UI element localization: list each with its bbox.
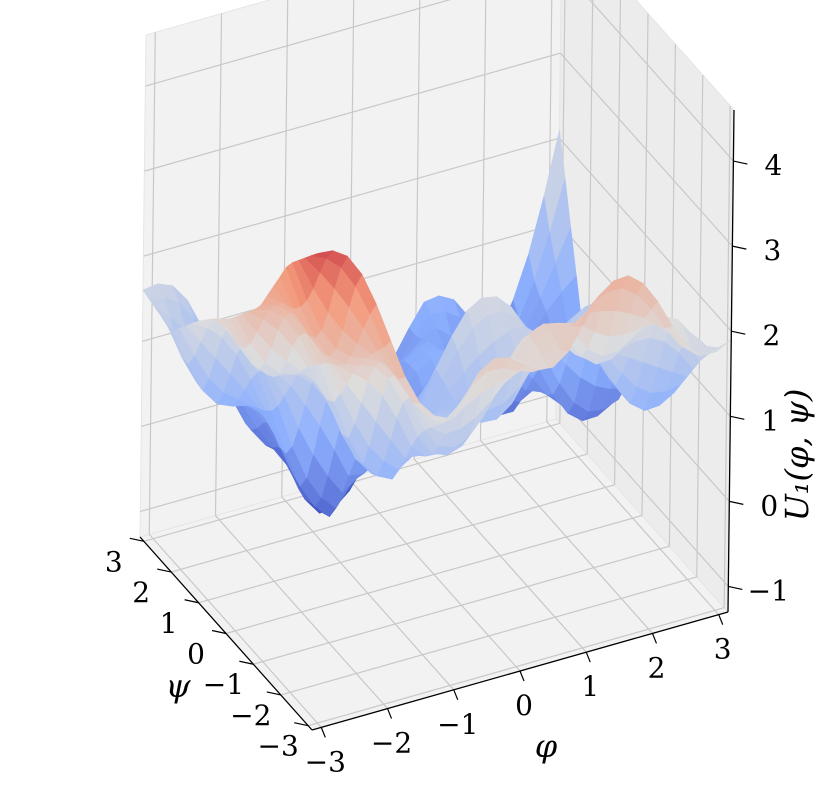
x-tick-label: −3 <box>305 745 346 778</box>
x-tick-label: −1 <box>437 708 478 741</box>
y-tick-label: −2 <box>230 699 271 732</box>
x-tick <box>519 670 525 682</box>
z-tick <box>729 500 744 505</box>
y-tick <box>239 660 254 665</box>
gridline-y-floor <box>225 514 643 635</box>
z-tick <box>733 160 748 165</box>
y-tick-label: 1 <box>160 607 178 640</box>
gridline-y-floor <box>171 453 588 573</box>
x-tick-label: 2 <box>648 651 666 684</box>
gridline-z-side <box>559 52 733 247</box>
x-axis-label: φ <box>535 727 558 765</box>
x-tick-label: −2 <box>371 727 412 760</box>
y-tick-label: 3 <box>105 545 123 578</box>
x-tick <box>386 708 393 719</box>
y-tick <box>184 599 199 604</box>
gridline-y-floor <box>280 576 697 696</box>
x-tick-label: 0 <box>515 689 533 722</box>
z-tick <box>728 585 743 591</box>
gridline-z-back <box>143 137 560 257</box>
gridline-y-floor <box>253 545 670 665</box>
surface-mesh <box>142 129 732 518</box>
z-tick <box>731 330 746 335</box>
x-tick <box>651 633 658 644</box>
z-tick <box>730 415 745 420</box>
y-tick <box>211 629 227 635</box>
gridline-x-back <box>148 32 156 535</box>
gridline-x-back <box>214 13 223 516</box>
y-axis-label: ψ <box>165 667 191 705</box>
y-tick-label: 0 <box>187 638 205 671</box>
z-tick-label: 2 <box>762 319 780 352</box>
gridline-z-side <box>589 0 734 162</box>
z-tick-label: 4 <box>764 149 782 182</box>
x-tick-label: 1 <box>581 670 599 703</box>
gridline-z-back <box>144 52 561 172</box>
y-tick <box>266 691 281 696</box>
gridline-y-side <box>641 13 649 516</box>
x-tick <box>585 651 591 663</box>
gridline-y-side <box>696 74 704 577</box>
y-tick-label: 2 <box>132 576 150 609</box>
gridline-z-back <box>145 0 451 87</box>
x-tick-label: 3 <box>714 633 732 666</box>
z-tick-label: −1 <box>748 574 789 607</box>
surface-facet <box>310 250 334 259</box>
z-axis-label: U₁(φ, ψ) <box>778 389 816 522</box>
gridline-z-side <box>558 137 732 332</box>
gridline-y-floor <box>198 484 615 604</box>
z-tick <box>732 245 747 250</box>
y-tick <box>294 722 309 727</box>
x-tick <box>718 614 724 625</box>
y-tick-label: −3 <box>258 730 299 763</box>
gridline-y-side <box>723 105 731 608</box>
z-tick-label: 1 <box>761 404 779 437</box>
z-axis-line <box>727 109 735 613</box>
gridline-y-floor <box>308 607 725 727</box>
y-tick-label: −1 <box>203 668 244 701</box>
x-tick <box>320 727 326 738</box>
y-tick <box>129 537 144 542</box>
y-tick <box>157 568 172 573</box>
x-tick <box>453 689 459 701</box>
gridline-z-side <box>555 393 729 587</box>
gridline-y-side <box>668 44 676 547</box>
z-tick-label: 3 <box>763 234 781 267</box>
z-tick-label: 0 <box>760 489 778 522</box>
